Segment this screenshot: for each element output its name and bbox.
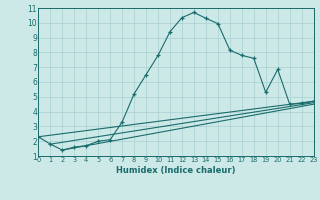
X-axis label: Humidex (Indice chaleur): Humidex (Indice chaleur) [116, 166, 236, 175]
